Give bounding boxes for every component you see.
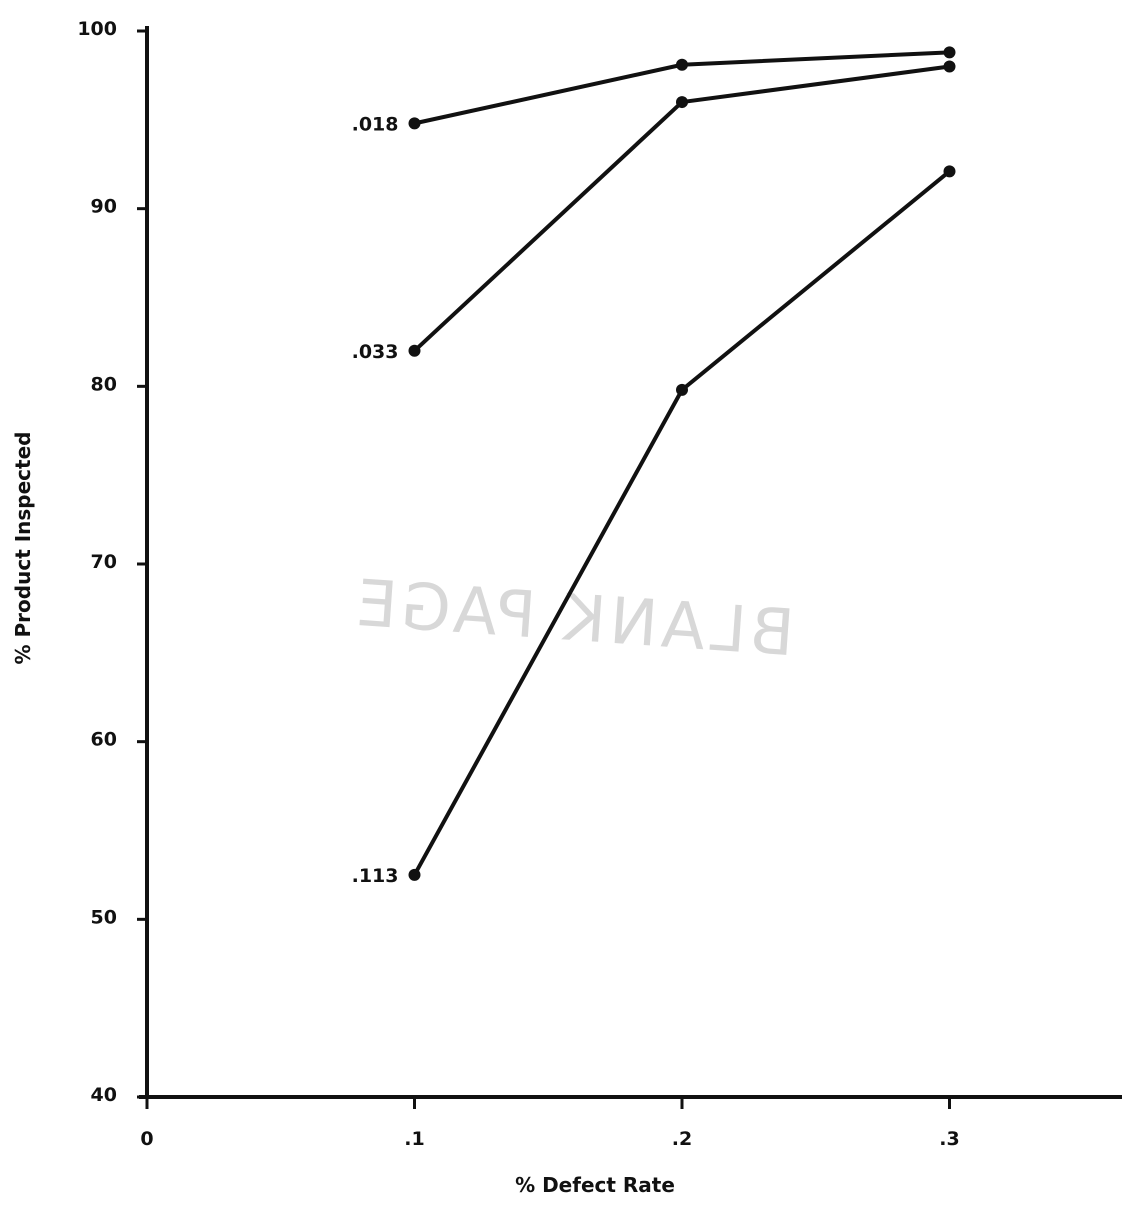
y-tick-label: 50: [91, 906, 117, 928]
series-line: [412, 64, 952, 353]
y-axis-title: % Product Inspected: [11, 432, 35, 665]
data-point: [408, 117, 421, 130]
data-point: [676, 58, 688, 71]
x-tick-label: 0: [140, 1128, 153, 1150]
data-point: [943, 60, 956, 73]
y-tick-label: 60: [91, 729, 117, 751]
data-point: [676, 383, 688, 396]
series-label: .018: [352, 113, 399, 135]
data-point: [408, 344, 421, 357]
y-tick-label: 100: [77, 18, 117, 40]
y-tick-label: 40: [91, 1084, 117, 1106]
series-label: .033: [352, 341, 399, 363]
y-tick-label: 70: [91, 551, 117, 573]
data-point: [943, 165, 956, 178]
x-tick-label: .1: [404, 1128, 424, 1150]
data-point: [943, 46, 956, 59]
x-tick-label: .3: [939, 1128, 959, 1150]
watermark-annotation: BLANK PAGE: [350, 567, 796, 672]
data-point: [408, 868, 421, 881]
y-tick-label: 80: [91, 373, 117, 395]
data-point: [676, 96, 688, 109]
x-axis-title: % Defect Rate: [515, 1173, 675, 1197]
x-tick-label: .2: [672, 1128, 692, 1150]
series-label: .113: [352, 865, 399, 887]
y-tick-label: 90: [91, 196, 117, 218]
